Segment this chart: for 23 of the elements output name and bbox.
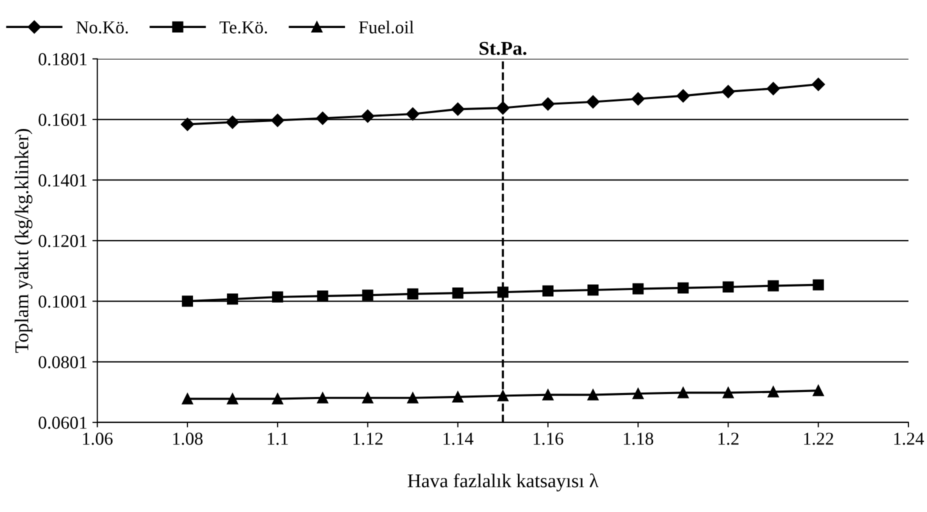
x-tick-label: 1.08 <box>173 432 203 445</box>
x-tick-label: 1.18 <box>624 432 654 445</box>
ref-line-label: St.Pa. <box>480 42 526 56</box>
x-tick-label: 1.22 <box>804 432 834 445</box>
y-tick-label: 0.1601 <box>38 114 87 126</box>
x-tick-label: 1.06 <box>83 432 113 445</box>
x-tick-label: 1.16 <box>534 432 564 445</box>
x-tick-label: 1.14 <box>444 432 474 445</box>
y-tick-label: 0.1201 <box>38 234 87 248</box>
x-tick-label: 1.12 <box>354 432 383 445</box>
y-tick-label: 0.1001 <box>38 295 87 308</box>
y-tick-label: 0.0601 <box>38 416 87 429</box>
legend-label: Te.Kö. <box>220 21 267 34</box>
x-tick-label: 1.2 <box>718 432 738 445</box>
y-tick-label: 0.0801 <box>38 356 87 368</box>
x-tick-label: 1.24 <box>894 432 924 445</box>
y-tick-label: 0.1401 <box>38 174 87 187</box>
legend-label: No.Kö. <box>76 21 128 34</box>
x-axis-title: Hava fazlalık katsayısı λ <box>408 473 598 492</box>
y-tick-label: 0.1801 <box>38 53 87 66</box>
x-tick-label: 1.1 <box>268 432 288 445</box>
y-axis-title: Toplam yakıt (kg/kg.klinker) <box>14 129 32 353</box>
legend-label: Fuel.oil <box>358 20 414 34</box>
